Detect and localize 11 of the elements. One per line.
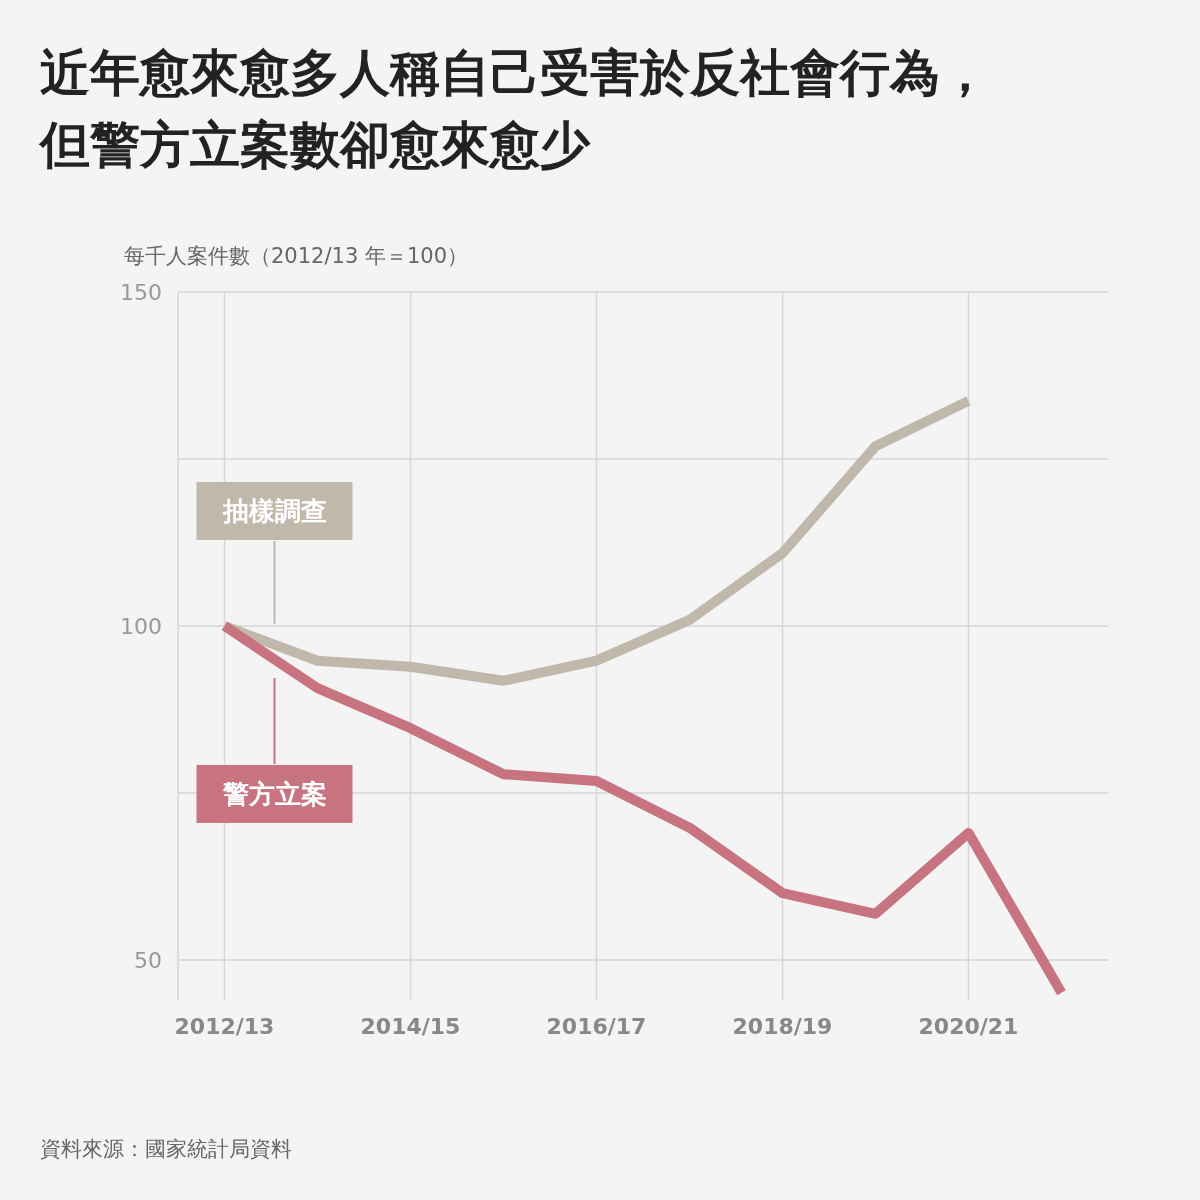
y-tick-label: 150 xyxy=(120,280,162,305)
y-tick-label: 100 xyxy=(120,613,162,639)
x-tick-label: 2020/21 xyxy=(918,1014,1019,1039)
y-tick-label: 50 xyxy=(134,947,162,973)
y-axis-title: 每千人案件數（2012/13 年＝100） xyxy=(124,244,468,268)
x-tick-label: 2014/15 xyxy=(360,1014,461,1039)
x-tick-label: 2012/13 xyxy=(174,1014,275,1039)
x-tick-label: 2016/17 xyxy=(546,1014,647,1039)
x-tick-label: 2018/19 xyxy=(732,1014,833,1039)
source-note: 資料來源：國家統計局資料 xyxy=(40,1137,292,1161)
chart-title: 近年愈來愈多人稱自己受害於反社會行為，但警方立案數卻愈來愈少 xyxy=(38,44,990,174)
